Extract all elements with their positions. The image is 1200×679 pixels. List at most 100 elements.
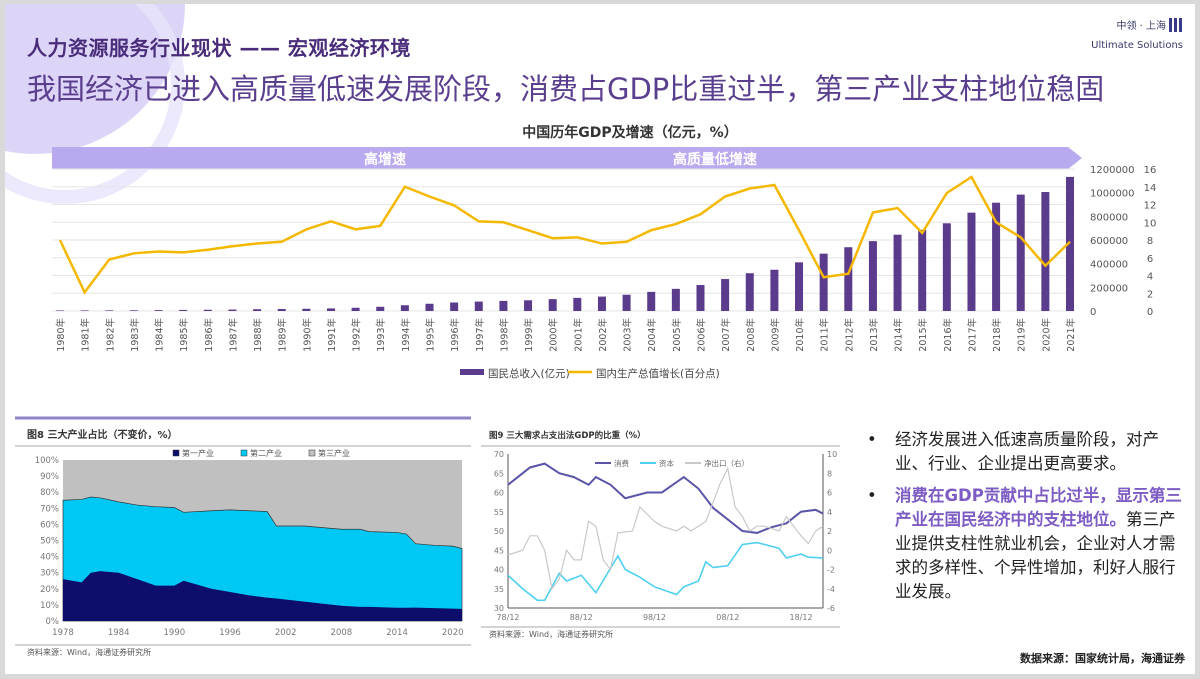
year-label: 2020年: [1040, 318, 1052, 352]
gni-bar: [105, 310, 114, 311]
y-tick-right: 0: [827, 546, 832, 555]
y-tick: 10%: [40, 601, 59, 611]
right-axis-tick: 16: [1144, 165, 1157, 176]
bullet-list: 经济发展进入低速高质量阶段，对产业、行业、企业提出更高要求。 消费在GDP贡献中…: [863, 428, 1183, 612]
year-label: 1996年: [449, 318, 461, 352]
series-line-2: [507, 466, 824, 591]
y-tick: 90%: [40, 472, 59, 482]
gni-bar: [918, 229, 927, 311]
x-tick: 08/12: [716, 613, 739, 622]
year-label: 1984年: [154, 318, 166, 352]
gni-bar: [597, 296, 606, 311]
y-tick: 45: [494, 546, 504, 555]
year-label: 2014年: [893, 318, 905, 352]
y-tick: 50: [494, 527, 504, 536]
y-tick-right: 4: [827, 508, 832, 517]
legend-swatch: [172, 449, 180, 457]
left-axis-tick: 400000: [1090, 260, 1128, 271]
year-label: 1998年: [498, 318, 510, 352]
gni-bar: [745, 273, 754, 311]
x-tick: 88/12: [570, 613, 593, 622]
year-label: 1995年: [425, 318, 437, 352]
gni-bar: [721, 279, 730, 311]
gni-bar: [647, 291, 656, 311]
gni-bar: [573, 297, 582, 311]
y-tick-right: 8: [827, 469, 832, 478]
legend-label: 消费: [614, 458, 629, 468]
gni-bar: [253, 309, 262, 311]
legend-label: 第一产业: [182, 448, 214, 458]
right-axis-tick: 0: [1147, 307, 1153, 318]
year-label: 1993年: [375, 318, 387, 352]
year-label: 1980年: [55, 318, 67, 352]
legend-label: 第二产业: [250, 448, 282, 458]
x-tick: 1978: [52, 628, 74, 638]
y-tick: 50%: [40, 537, 59, 547]
x-tick: 1990: [164, 628, 186, 638]
year-label: 2021年: [1065, 318, 1077, 352]
year-label: 2006年: [695, 318, 707, 352]
x-tick: 98/12: [643, 613, 666, 622]
year-label: 1987年: [227, 318, 239, 352]
legend-label: 国内生产总值增长(百分点): [596, 367, 720, 380]
gni-bar: [795, 262, 804, 311]
year-label: 2001年: [572, 318, 584, 352]
year-label: 1982年: [104, 318, 116, 352]
year-label: 2015年: [917, 318, 929, 352]
year-label: 1994年: [400, 318, 412, 352]
gni-bar: [696, 285, 705, 311]
y-tick-right: 10: [827, 450, 837, 459]
series-line-0: [507, 462, 824, 534]
gni-bar: [228, 309, 237, 311]
legend-swatch-gni: [460, 369, 484, 375]
year-label: 1983年: [129, 318, 141, 352]
legend-swatch: [240, 449, 248, 457]
x-tick: 1984: [108, 628, 130, 638]
right-axis-tick: 2: [1147, 289, 1153, 300]
year-label: 2018年: [991, 318, 1003, 352]
x-tick: 2008: [331, 628, 353, 638]
gni-bar: [893, 234, 902, 311]
y-tick-right: -2: [827, 566, 835, 575]
year-label: 2009年: [769, 318, 781, 352]
y-tick: 40%: [40, 553, 59, 563]
series-line-1: [507, 541, 824, 602]
year-label: 2011年: [819, 318, 831, 352]
year-label: 1990年: [301, 318, 313, 352]
y-tick: 40: [494, 566, 504, 575]
x-tick: 2002: [275, 628, 297, 638]
y-tick: 70%: [40, 504, 59, 514]
y-tick: 100%: [35, 456, 59, 466]
gdp-growth-line: [58, 175, 1071, 295]
gni-bar: [351, 307, 360, 311]
figure9-source: 资料来源：Wind，海通证券研究所: [489, 629, 613, 639]
gni-bar: [326, 308, 335, 311]
y-tick: 30%: [40, 569, 59, 579]
x-tick: 1996: [219, 628, 241, 638]
gni-bar: [203, 309, 212, 311]
y-tick-right: -4: [827, 585, 835, 594]
legend-label: 资本: [659, 458, 674, 468]
year-label: 2008年: [745, 318, 757, 352]
y-tick: 55: [494, 508, 504, 517]
gni-bar: [844, 247, 853, 311]
x-tick: 2020: [442, 628, 464, 638]
year-label: 1997年: [474, 318, 486, 352]
y-tick: 60%: [40, 520, 59, 530]
legend-label: 第三产业: [318, 448, 350, 458]
gni-bar: [179, 309, 188, 311]
left-axis-tick: 0: [1090, 307, 1096, 318]
gni-bar: [376, 306, 385, 311]
figure8-title: 图8 三大产业占比（不变价，%）: [27, 428, 177, 441]
year-label: 2003年: [622, 318, 634, 352]
y-tick: 80%: [40, 488, 59, 498]
right-axis-tick: 14: [1144, 183, 1157, 194]
y-tick: 35: [494, 585, 504, 594]
year-label: 2000年: [548, 318, 560, 352]
gni-bar: [80, 310, 89, 311]
year-label: 1999年: [523, 318, 535, 352]
y-tick: 65: [494, 469, 504, 478]
left-axis-tick: 1200000: [1090, 165, 1135, 176]
left-axis-tick: 800000: [1090, 212, 1128, 223]
left-axis-tick: 200000: [1090, 283, 1128, 294]
